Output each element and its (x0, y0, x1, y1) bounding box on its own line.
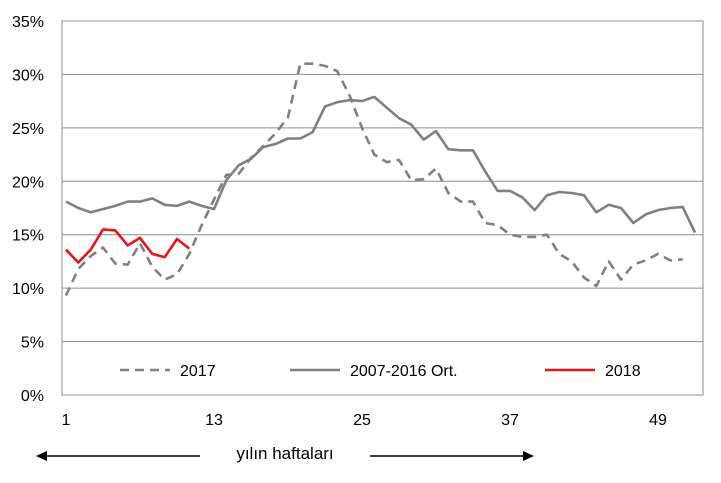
series-points (65, 96, 696, 233)
legend-label: 2017 (180, 363, 216, 380)
y-tick-label: 10% (12, 281, 44, 298)
y-tick-label: 15% (12, 228, 44, 245)
series-points (65, 63, 683, 296)
x-tick-label: 49 (649, 412, 667, 429)
y-tick-label: 35% (12, 14, 44, 31)
x-tick-label: 37 (501, 412, 519, 429)
x-tick-label: 13 (205, 412, 223, 429)
y-tick-label: 0% (21, 388, 44, 405)
x-tick-label: 1 (62, 412, 71, 429)
y-tick-label: 30% (12, 67, 44, 84)
series-line (65, 95, 697, 234)
x-tick-label: 25 (353, 412, 371, 429)
arrow-left-head (36, 451, 47, 461)
gridlines (62, 20, 703, 396)
x-axis-label: yılın haftaları (200, 444, 370, 464)
y-tick-label: 20% (12, 174, 44, 191)
series-line (64, 62, 683, 297)
y-tick-label: 5% (21, 335, 44, 352)
legend-label: 2018 (605, 363, 641, 380)
series-points (65, 229, 190, 263)
y-tick-label: 25% (12, 121, 44, 138)
plot-area-frame (61, 20, 704, 396)
x-axis-ticks: 1 13 25 37 49 (62, 412, 667, 429)
legend-label: 2007-2016 Ort. (350, 363, 458, 380)
arrow-right-head (523, 451, 534, 461)
y-axis-ticks: 0% 5% 10% 15% 20% 25% 30% 35% (12, 14, 44, 405)
series-lines (64, 62, 697, 297)
series-line (65, 228, 191, 264)
legend: 2017 2007-2016 Ort. 2018 (114, 356, 641, 384)
